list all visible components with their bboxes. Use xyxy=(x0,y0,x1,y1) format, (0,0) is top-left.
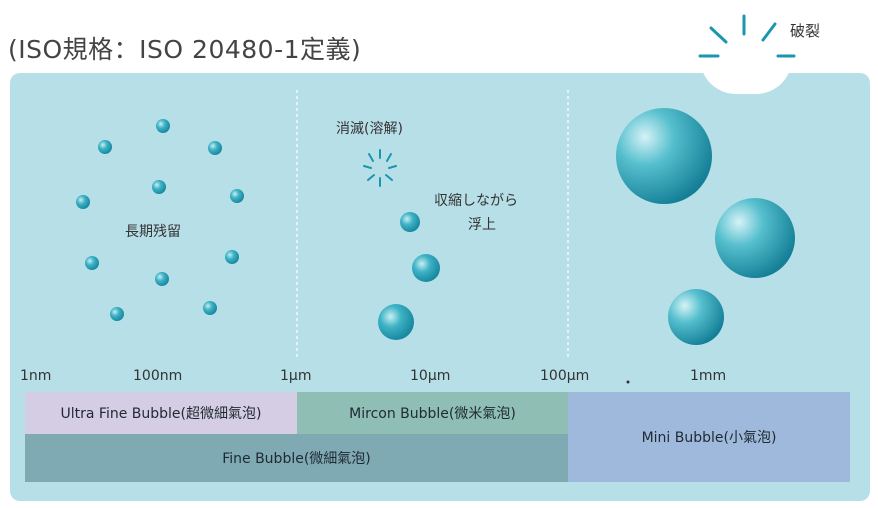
burst-label: 破裂 xyxy=(790,22,821,40)
micron-bubbles xyxy=(378,212,440,340)
ultra-fine-bubble-band: Ultra Fine Bubble(超微細氣泡) xyxy=(25,392,297,434)
scale-tick-1um: 1μm xyxy=(280,368,312,384)
dissolve-burst-icon xyxy=(363,149,397,187)
scale-tick-100um: 100μm xyxy=(540,368,590,384)
ultra-fine-bubbles xyxy=(76,119,244,321)
scale-tick-100nm: 100nm xyxy=(133,368,183,384)
dissolve-label: 消滅(溶解) xyxy=(336,121,403,137)
page-title: (ISO規格：ISO 20480-1定義) xyxy=(8,35,362,64)
shrink-label-line2: 浮上 xyxy=(468,217,496,233)
long-retention-label: 長期残留 xyxy=(125,224,181,240)
shrink-label-line1: 収縮しながら xyxy=(434,193,518,209)
scale-tick-1mm: 1mm xyxy=(690,368,727,384)
micron-bubble-band: Mircon Bubble(微米氣泡) xyxy=(297,392,568,434)
burst-icon xyxy=(698,14,796,58)
scale-tick-1nm: 1nm xyxy=(20,368,52,384)
mini-bubble-band: Mini Bubble(小氣泡) xyxy=(568,392,850,482)
mini-bubbles xyxy=(616,108,795,345)
fine-bubble-band: Fine Bubble(微細氣泡) xyxy=(25,434,568,482)
dot-mark xyxy=(626,380,630,384)
scale-tick-10um: 10μm xyxy=(410,368,451,384)
